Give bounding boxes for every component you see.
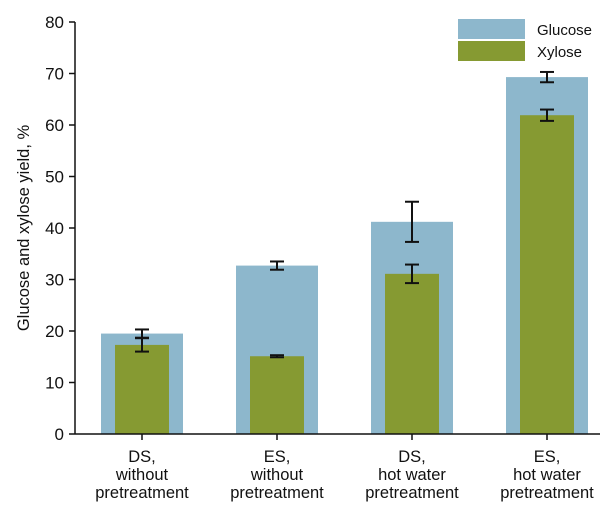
error-bar-glucose-4 xyxy=(540,70,554,84)
x-tick-label-1: DS, without pretreatment xyxy=(95,448,189,502)
x-tick-label-3: DS, hot water pretreatment xyxy=(365,448,459,502)
bar-xylose-1 xyxy=(115,344,169,434)
error-bar-glucose-3 xyxy=(405,200,419,243)
error-bars-layer xyxy=(135,70,554,359)
legend-label-xylose: Xylose xyxy=(537,44,582,61)
error-bar-xylose-2 xyxy=(270,354,284,359)
x-tick-label-4: ES, hot water pretreatment xyxy=(500,448,594,502)
error-bar-glucose-2 xyxy=(270,260,284,271)
x-category-labels: DS, without pretreatment ES, without pretreat… xyxy=(95,434,594,502)
y-tick-label-30: 30 xyxy=(45,271,64,290)
y-tick-label-50: 50 xyxy=(45,168,64,187)
y-tick-label-70: 70 xyxy=(45,65,64,84)
legend-label-glucose: Glucose xyxy=(537,22,592,39)
y-tick-label-20: 20 xyxy=(45,322,64,341)
bars-layer xyxy=(101,77,588,434)
y-axis-title: Glucose and xylose yield, % xyxy=(15,124,33,331)
x-tick-label-2: ES, without pretreatment xyxy=(230,448,324,502)
error-bar-xylose-4 xyxy=(540,108,554,122)
bar-xylose-3 xyxy=(385,273,439,434)
y-ticks: 0 10 20 30 40 50 60 70 80 xyxy=(45,13,75,444)
legend-swatch-xylose xyxy=(458,41,525,61)
y-tick-label-80: 80 xyxy=(45,13,64,32)
legend: Glucose Xylose xyxy=(458,19,592,61)
legend-swatch-glucose xyxy=(458,19,525,39)
y-tick-label-0: 0 xyxy=(55,425,64,444)
error-bar-xylose-3 xyxy=(405,263,419,285)
bar-xylose-2 xyxy=(250,356,304,434)
bar-xylose-4 xyxy=(520,115,574,434)
y-tick-label-60: 60 xyxy=(45,116,64,135)
y-tick-label-10: 10 xyxy=(45,374,64,393)
error-bar-xylose-1 xyxy=(135,337,149,353)
y-tick-label-40: 40 xyxy=(45,219,64,238)
